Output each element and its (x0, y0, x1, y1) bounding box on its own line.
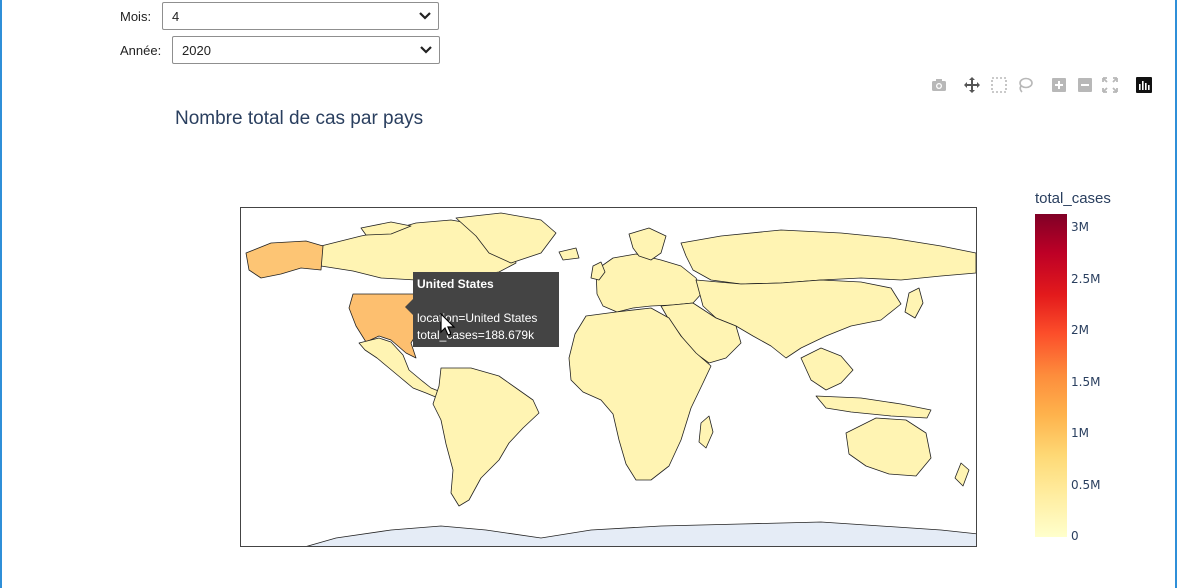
antarctica (306, 521, 976, 546)
year-select[interactable]: 2020 (172, 36, 440, 64)
world-map-svg (245, 212, 976, 546)
mouse-cursor-icon (440, 313, 456, 336)
colorbar-tick-2m: 2M (1071, 323, 1089, 337)
tooltip-title: United States (417, 277, 494, 291)
south-america (432, 367, 540, 507)
tooltip-arrow (405, 299, 413, 315)
scandinavia (628, 227, 667, 261)
choropleth-map[interactable] (240, 207, 977, 547)
colorbar-tick-1-5m: 1.5M (1071, 375, 1101, 389)
box-select-icon[interactable] (990, 76, 1010, 96)
country-australia (845, 417, 932, 477)
country-new-zealand (954, 462, 970, 487)
colorbar-tick-3m: 3M (1071, 220, 1089, 234)
colorbar-tick-1m: 1M (1071, 426, 1089, 440)
colorbar-tick-0: 0 (1071, 529, 1079, 543)
month-select[interactable]: 4 (162, 2, 439, 30)
month-select-value: 4 (172, 8, 180, 24)
country-greenland (455, 212, 557, 264)
hover-tooltip: United States location=United States tot… (405, 272, 559, 347)
lasso-icon[interactable] (1016, 76, 1036, 96)
zoom-out-icon[interactable] (1076, 76, 1096, 96)
country-alaska (245, 240, 324, 279)
camera-icon[interactable] (930, 76, 950, 96)
country-japan (904, 287, 924, 319)
window-frame-left (0, 0, 2, 588)
chevron-down-icon (419, 12, 431, 20)
indonesia (815, 395, 932, 419)
year-select-value: 2020 (182, 42, 211, 58)
window-frame-right (1175, 0, 1177, 588)
country-iceland (558, 247, 580, 261)
month-label: Mois: (120, 9, 152, 24)
country-madagascar (698, 415, 714, 449)
chart-title: Nombre total de cas par pays (175, 108, 424, 129)
colorbar-tick-2-5m: 2.5M (1071, 272, 1101, 286)
arctic-islands (360, 221, 412, 236)
country-russia (680, 229, 976, 285)
colorbar-gradient (1035, 214, 1067, 537)
tooltip-total-cases: total_cases=188.679k (417, 328, 535, 342)
chevron-down-icon (420, 46, 432, 54)
year-label: Année: (120, 43, 162, 58)
southeast-asia (800, 347, 854, 391)
africa (568, 307, 712, 481)
pan-icon[interactable] (963, 76, 983, 96)
colorbar-tick-0-5m: 0.5M (1071, 478, 1101, 492)
colorbar-title: total_cases (1035, 190, 1111, 207)
country-uk (590, 261, 606, 281)
autoscale-icon[interactable] (1101, 76, 1121, 96)
plotly-logo-icon[interactable] (1135, 76, 1155, 96)
zoom-in-icon[interactable] (1050, 76, 1070, 96)
tooltip-location: location=United States (417, 311, 538, 325)
